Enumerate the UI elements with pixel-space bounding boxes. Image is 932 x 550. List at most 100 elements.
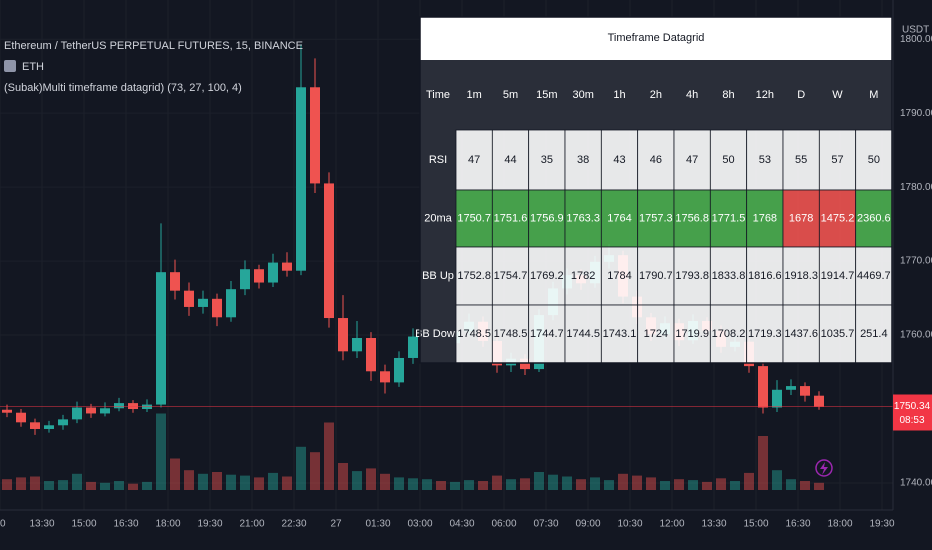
cell-value: 1816.6 [748,270,782,282]
header-cell: 8h [722,89,734,101]
x-tick-label: 07:30 [533,519,558,530]
alert-bolt [820,462,828,475]
cell-value: 53 [759,154,771,166]
table-cell [855,189,893,248]
volume-bar [366,468,376,490]
candle-body [2,409,12,413]
candle-body [156,272,166,405]
cell-value: 1719.9 [675,328,709,340]
x-tick-label: 01:30 [365,519,390,530]
volume-layer [2,413,824,490]
header-cell: M [869,89,878,101]
cell-value: 1719.3 [748,328,782,340]
datagrid-table: Timeframe Datagrid Time 1m 5m 15m 30m 1h 2h 4h 8h… [415,16,893,364]
table-cell [709,304,748,364]
candle-body [758,366,768,408]
table-cell [491,189,530,248]
table-cell [528,304,566,364]
cell-value: 1743.1 [603,328,637,340]
candle-body [366,338,376,372]
volume-bar [716,478,726,490]
volume-bar [576,479,586,490]
candle-body [58,419,68,426]
volume-bar [212,472,222,490]
cell-value: 251.4 [860,328,888,340]
candle-body [100,408,110,414]
volume-bar [702,481,712,490]
cell-value: 1744.5 [566,328,600,340]
volume-bar [184,470,194,490]
volume-bar [198,473,208,490]
symbol-title: Ethereum / TetherUS PERPETUAL FUTURES, 1… [4,40,303,52]
x-tick-label: 16:30 [113,519,138,530]
candle-body [240,269,250,290]
y-tick-label: 1800.00 [900,34,932,45]
header-cell: Time [426,89,450,101]
volume-bar [352,471,362,490]
x-tick-label: 10:30 [617,519,642,530]
countdown-label: 08:53 [899,415,924,426]
x-tick-label: 15:00 [71,519,96,530]
volume-bar [394,477,404,490]
y-tick-label: 1780.00 [900,182,932,193]
volume-bar [674,479,684,490]
cell-value: 2360.6 [857,212,891,224]
table-cell [564,189,602,248]
candle-body [16,412,26,423]
x-tick-label: 13:30 [29,519,54,530]
cell-value: 43 [613,154,625,166]
volume-bar [422,479,432,490]
volume-bar [772,470,782,490]
candle-body [254,269,264,283]
table-cell [528,246,566,306]
table-cell [818,246,857,306]
cell-value: 38 [577,154,589,166]
cell-value: 1437.6 [784,328,818,340]
candle-body [324,183,334,319]
cell-value: 4469.7 [857,270,891,282]
table-header-row [420,60,892,130]
cell-value: 1748.5 [494,328,528,340]
currency-label: ETH [22,61,44,73]
cell-value: 1744.7 [530,328,564,340]
row-label-cell [420,130,456,190]
x-tick-label: 18:00 [827,519,852,530]
cell-value: 1750.7 [457,212,491,224]
table-cell [818,304,857,364]
candle-body [184,290,194,307]
table-cell [600,304,639,364]
volume-bar [730,481,740,490]
volume-bar [170,458,180,490]
candle-body [520,358,530,370]
cell-value: 1771.5 [712,212,746,224]
table-cell [564,304,602,364]
volume-bar [688,480,698,490]
candle-body [212,298,222,318]
volume-bar [156,413,166,490]
volume-bar [324,422,334,490]
table-cell [818,189,857,248]
volume-bar [758,436,768,490]
row-label: RSI [429,154,447,166]
volume-bar [338,463,348,490]
cell-value: 1782 [571,270,595,282]
volume-bar [618,473,628,490]
x-tick-label: 03:00 [407,519,432,530]
table-cell [855,304,893,364]
cell-value: 1724 [644,328,668,340]
alert-icon[interactable] [815,459,833,477]
candle-body [310,87,320,184]
header-cell: W [832,89,843,101]
candle-body [282,262,292,271]
cell-value: 1833.8 [712,270,746,282]
cell-value: 1754.7 [494,270,528,282]
volume-bar [58,480,68,490]
volume-bar [254,477,264,490]
volume-bar [240,475,250,490]
volume-bar [408,478,418,490]
candle-body [352,338,362,352]
candle-body [338,318,348,352]
x-tick-label: 27 [330,519,342,530]
candle-body [114,403,124,409]
cell-value: 44 [504,154,516,166]
